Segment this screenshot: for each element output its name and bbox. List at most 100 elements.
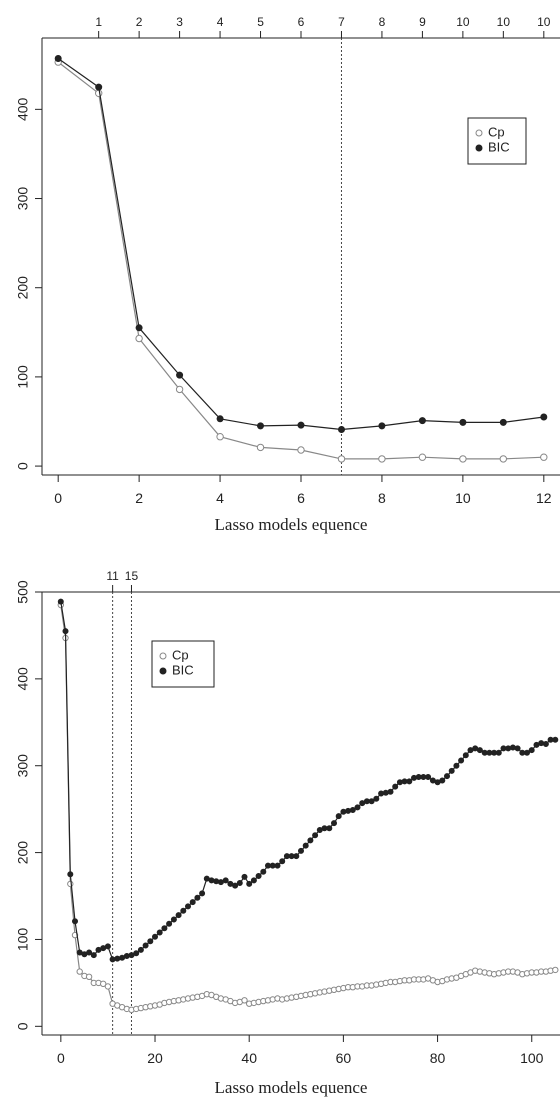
x-tick-label: 8 — [378, 490, 386, 506]
top-axis-label: 2 — [136, 15, 143, 29]
series-line-bic — [57, 58, 544, 431]
top-axis-label: 5 — [257, 15, 264, 29]
data-point-bic — [279, 858, 286, 865]
data-point-cp — [418, 453, 427, 461]
data-point-bic — [326, 825, 333, 832]
legend-label: Cp — [172, 647, 189, 662]
legend-box — [467, 117, 527, 165]
top-axis-label: 3 — [176, 15, 183, 29]
data-point-bic — [392, 783, 399, 790]
legend-label: BIC — [172, 662, 194, 677]
data-point-bic — [199, 890, 206, 897]
data-point-bic — [90, 952, 97, 959]
x-tick-label: 60 — [336, 1050, 352, 1066]
data-point-bic — [443, 773, 450, 780]
data-point-bic — [453, 762, 460, 769]
data-point-bic — [274, 862, 281, 869]
y-tick-label: 300 — [15, 754, 31, 778]
data-point-bic — [170, 916, 177, 923]
data-point-bic — [406, 778, 413, 785]
data-point-bic — [176, 371, 184, 379]
data-point-bic — [368, 798, 375, 805]
data-point-bic — [86, 949, 93, 956]
data-point-bic — [458, 757, 465, 764]
data-point-bic — [330, 820, 337, 827]
data-point-bic — [189, 899, 196, 906]
x-tick-label: 100 — [520, 1050, 544, 1066]
data-point-bic — [147, 938, 154, 945]
data-point-cp — [499, 455, 507, 463]
data-point-bic — [216, 415, 224, 423]
x-tick-label: 4 — [216, 490, 224, 506]
top-axis-label: 10 — [537, 15, 551, 29]
data-point-bic — [161, 925, 168, 932]
data-point-cp — [175, 385, 184, 394]
data-point-cp — [256, 443, 265, 452]
data-point-bic — [418, 417, 426, 425]
top-axis-label: 6 — [298, 15, 305, 29]
top-axis-label: 1 — [95, 15, 102, 29]
data-point-bic — [542, 740, 549, 747]
data-point-cp — [459, 455, 467, 463]
data-point-cp — [337, 455, 346, 463]
data-point-bic — [62, 628, 69, 635]
y-tick-label: 100 — [15, 365, 31, 389]
x-tick-label: 80 — [430, 1050, 446, 1066]
x-tick-label: 0 — [54, 490, 62, 506]
y-tick-label: 400 — [15, 97, 31, 121]
data-point-bic — [528, 747, 535, 754]
data-point-bic — [448, 767, 455, 774]
data-point-bic — [337, 425, 345, 433]
data-point-bic — [495, 749, 502, 756]
data-point-bic — [378, 422, 386, 430]
y-tick-label: 0 — [15, 1022, 31, 1030]
top-axis-label: 11 — [106, 569, 119, 583]
y-tick-label: 400 — [15, 667, 31, 691]
data-point-cp — [552, 966, 559, 974]
data-point-bic — [256, 422, 264, 430]
data-point-bic — [514, 745, 521, 752]
data-point-bic — [499, 418, 507, 426]
data-point-bic — [250, 877, 257, 884]
data-point-bic — [293, 853, 300, 860]
top-axis-label: 10 — [456, 15, 470, 29]
legend-marker-cp — [159, 652, 167, 660]
data-point-bic — [133, 950, 140, 957]
series-line-cp — [60, 604, 556, 1011]
top-axis-label: 10 — [497, 15, 511, 29]
top-axis-label: 7 — [338, 15, 345, 29]
legend-label: Cp — [488, 124, 505, 139]
x-tick-label: 6 — [297, 490, 305, 506]
data-point-bic — [232, 882, 239, 889]
data-point-bic — [246, 880, 253, 887]
data-point-cp — [297, 446, 305, 454]
data-point-bic — [241, 873, 248, 880]
data-point-bic — [135, 324, 143, 332]
data-point-bic — [459, 418, 467, 426]
y-tick-label: 500 — [15, 580, 31, 604]
data-point-bic — [335, 813, 342, 820]
data-point-bic — [552, 736, 559, 743]
data-point-bic — [307, 837, 314, 844]
data-point-bic — [297, 421, 305, 429]
data-point-bic — [354, 804, 361, 811]
data-point-cp — [85, 973, 93, 980]
data-point-cp — [540, 453, 548, 461]
data-point-bic — [54, 54, 62, 62]
legend-box — [151, 640, 215, 688]
data-point-bic — [255, 872, 262, 879]
y-tick-label: 200 — [15, 841, 31, 865]
data-point-bic — [194, 894, 201, 901]
data-point-cp — [76, 968, 83, 975]
data-point-bic — [72, 918, 79, 925]
data-point-bic — [476, 747, 483, 754]
x-tick-label: 10 — [455, 490, 471, 506]
data-point-bic — [67, 871, 74, 878]
data-point-cp — [378, 455, 386, 463]
legend-label: BIC — [488, 139, 510, 154]
data-point-bic — [185, 903, 192, 910]
data-point-bic — [312, 832, 319, 839]
data-point-bic — [523, 749, 530, 756]
